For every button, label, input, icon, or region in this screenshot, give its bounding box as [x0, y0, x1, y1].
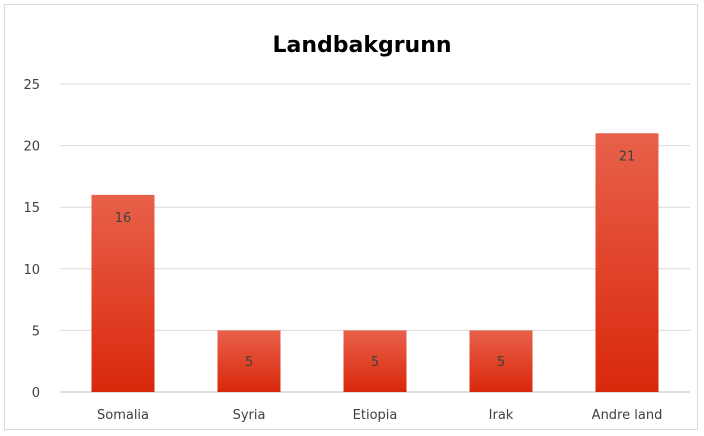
x-category-label: Somalia: [97, 408, 149, 423]
bar: [343, 330, 407, 392]
data-label: 21: [619, 149, 636, 164]
x-category-label: Etiopia: [353, 408, 398, 423]
y-tick-label: 15: [23, 201, 40, 216]
y-tick-label: 20: [23, 140, 40, 155]
y-tick-label: 0: [32, 386, 40, 401]
bar: [217, 330, 281, 392]
y-axis-ticks: 0 5 10 15 20 25: [23, 78, 40, 401]
bar: [469, 330, 533, 392]
y-tick-label: 25: [23, 78, 40, 93]
data-label: 16: [115, 211, 132, 226]
bar: [91, 194, 155, 392]
x-axis-categories: Somalia Syria Etiopia Irak Andre land: [97, 408, 662, 423]
gridlines: [60, 83, 690, 393]
data-label: 5: [371, 355, 379, 370]
x-category-label: Andre land: [592, 408, 663, 423]
x-category-label: Syria: [233, 408, 266, 423]
y-tick-label: 10: [23, 263, 40, 278]
bars: [91, 133, 659, 392]
chart-title: Landbakgrunn: [272, 33, 451, 58]
bar: [595, 133, 659, 392]
data-labels: 16 5 5 5 21: [115, 149, 636, 370]
data-label: 5: [245, 355, 253, 370]
y-tick-label: 5: [32, 324, 40, 339]
data-label: 5: [497, 355, 505, 370]
x-category-label: Irak: [489, 408, 514, 423]
